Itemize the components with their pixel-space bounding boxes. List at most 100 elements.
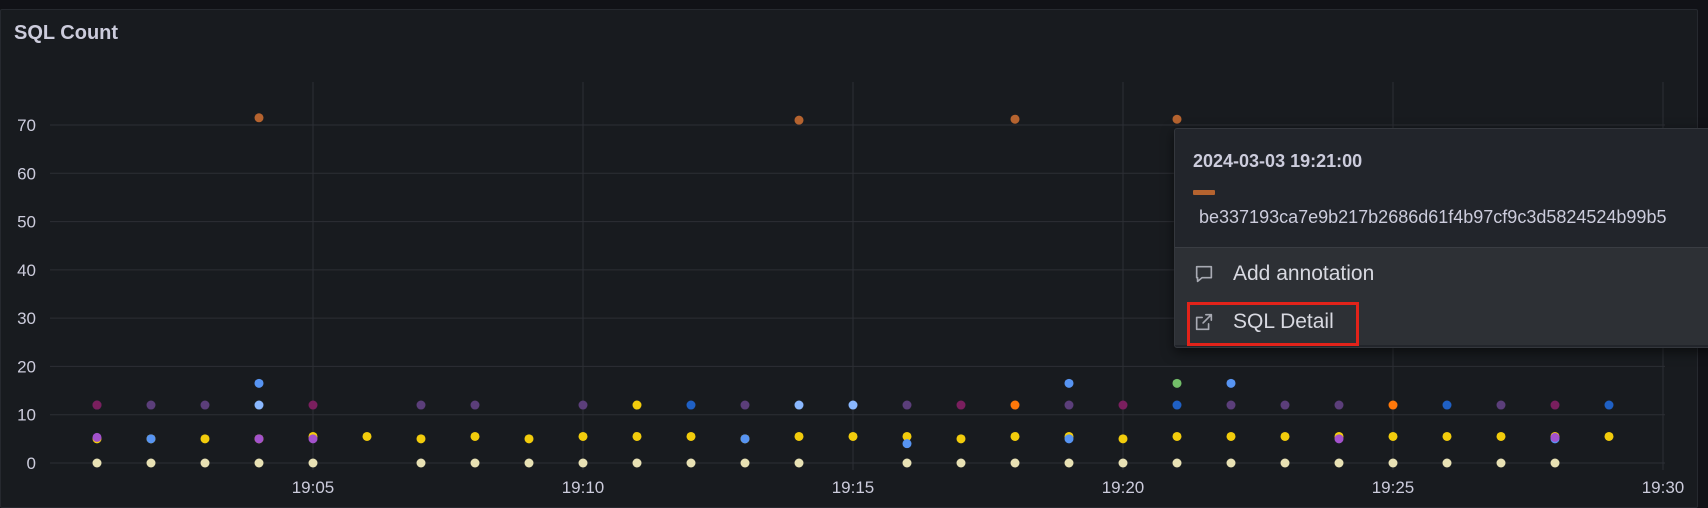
data-point[interactable] <box>794 458 804 468</box>
data-point[interactable] <box>254 113 264 123</box>
data-point[interactable] <box>794 431 804 441</box>
data-point[interactable] <box>578 458 588 468</box>
data-point[interactable] <box>308 434 318 444</box>
data-point[interactable] <box>470 458 480 468</box>
data-point[interactable] <box>146 434 156 444</box>
data-point[interactable] <box>146 458 156 468</box>
data-point[interactable] <box>1604 400 1614 410</box>
data-point[interactable] <box>308 400 318 410</box>
data-point[interactable] <box>740 458 750 468</box>
data-point[interactable] <box>740 434 750 444</box>
data-point[interactable] <box>1010 114 1020 124</box>
data-point[interactable] <box>1064 458 1074 468</box>
data-point[interactable] <box>1118 434 1128 444</box>
data-point[interactable] <box>686 431 696 441</box>
data-point[interactable] <box>848 400 858 410</box>
data-point[interactable] <box>1604 431 1614 441</box>
data-point[interactable] <box>1280 431 1290 441</box>
data-point[interactable] <box>1388 431 1398 441</box>
data-point[interactable] <box>1550 458 1560 468</box>
data-point[interactable] <box>1010 400 1020 410</box>
data-tooltip: 2024-03-03 19:21:00 be337193ca7e9b217b26… <box>1174 128 1708 348</box>
data-point[interactable] <box>1496 400 1506 410</box>
data-point[interactable] <box>470 431 480 441</box>
data-point[interactable] <box>1226 378 1236 388</box>
data-point[interactable] <box>956 400 966 410</box>
data-point[interactable] <box>686 458 696 468</box>
x-tick-label: 19:20 <box>1102 478 1145 497</box>
data-point[interactable] <box>1334 458 1344 468</box>
data-point[interactable] <box>578 431 588 441</box>
data-point[interactable] <box>254 378 264 388</box>
data-point[interactable] <box>416 458 426 468</box>
data-point[interactable] <box>902 439 912 449</box>
data-point[interactable] <box>1064 400 1074 410</box>
data-point[interactable] <box>1442 400 1452 410</box>
data-point[interactable] <box>1550 400 1560 410</box>
data-point[interactable] <box>1442 431 1452 441</box>
data-point[interactable] <box>1442 458 1452 468</box>
data-point[interactable] <box>524 434 534 444</box>
data-point[interactable] <box>1010 431 1020 441</box>
data-point[interactable] <box>1226 400 1236 410</box>
data-point[interactable] <box>794 400 804 410</box>
data-point[interactable] <box>578 400 588 410</box>
data-point[interactable] <box>1550 432 1560 442</box>
data-point[interactable] <box>1226 458 1236 468</box>
data-point[interactable] <box>632 431 642 441</box>
data-point[interactable] <box>956 434 966 444</box>
data-point[interactable] <box>470 400 480 410</box>
data-point[interactable] <box>146 400 156 410</box>
data-point[interactable] <box>956 458 966 468</box>
data-point[interactable] <box>1172 378 1182 388</box>
data-point[interactable] <box>1388 458 1398 468</box>
data-point[interactable] <box>1172 458 1182 468</box>
data-point[interactable] <box>416 434 426 444</box>
data-point[interactable] <box>1118 400 1128 410</box>
comment-icon <box>1195 265 1213 283</box>
data-point[interactable] <box>1226 431 1236 441</box>
data-point[interactable] <box>1172 431 1182 441</box>
data-point[interactable] <box>902 400 912 410</box>
data-point[interactable] <box>92 432 102 442</box>
y-tick-label: 70 <box>17 116 36 135</box>
data-point[interactable] <box>902 431 912 441</box>
sql-detail-link[interactable]: SQL Detail <box>1193 300 1334 344</box>
data-point[interactable] <box>1334 400 1344 410</box>
data-point[interactable] <box>308 458 318 468</box>
data-point[interactable] <box>1064 434 1074 444</box>
data-point[interactable] <box>254 400 264 410</box>
data-point[interactable] <box>902 458 912 468</box>
data-point[interactable] <box>92 458 102 468</box>
data-point[interactable] <box>1334 434 1344 444</box>
data-point[interactable] <box>1388 400 1398 410</box>
data-point[interactable] <box>1496 431 1506 441</box>
y-tick-label: 50 <box>17 213 36 232</box>
data-point[interactable] <box>1172 114 1182 124</box>
data-point[interactable] <box>92 400 102 410</box>
data-point[interactable] <box>524 458 534 468</box>
data-point[interactable] <box>1280 400 1290 410</box>
data-point[interactable] <box>200 458 210 468</box>
data-point[interactable] <box>1172 400 1182 410</box>
data-point[interactable] <box>686 400 696 410</box>
data-point[interactable] <box>362 431 372 441</box>
data-point[interactable] <box>740 400 750 410</box>
data-point[interactable] <box>200 434 210 444</box>
data-point[interactable] <box>848 431 858 441</box>
y-axis-ticks: 0 10 20 30 40 50 60 70 <box>17 116 36 473</box>
data-point[interactable] <box>1064 378 1074 388</box>
data-point[interactable] <box>632 458 642 468</box>
add-annotation-button[interactable]: Add annotation <box>1193 252 1374 296</box>
data-point[interactable] <box>1010 458 1020 468</box>
data-point[interactable] <box>1118 458 1128 468</box>
data-point[interactable] <box>794 115 804 125</box>
data-point[interactable] <box>254 434 264 444</box>
data-point[interactable] <box>416 400 426 410</box>
data-point[interactable] <box>200 400 210 410</box>
data-point[interactable] <box>1280 458 1290 468</box>
data-point[interactable] <box>1496 458 1506 468</box>
data-point[interactable] <box>632 400 642 410</box>
data-point[interactable] <box>254 458 264 468</box>
